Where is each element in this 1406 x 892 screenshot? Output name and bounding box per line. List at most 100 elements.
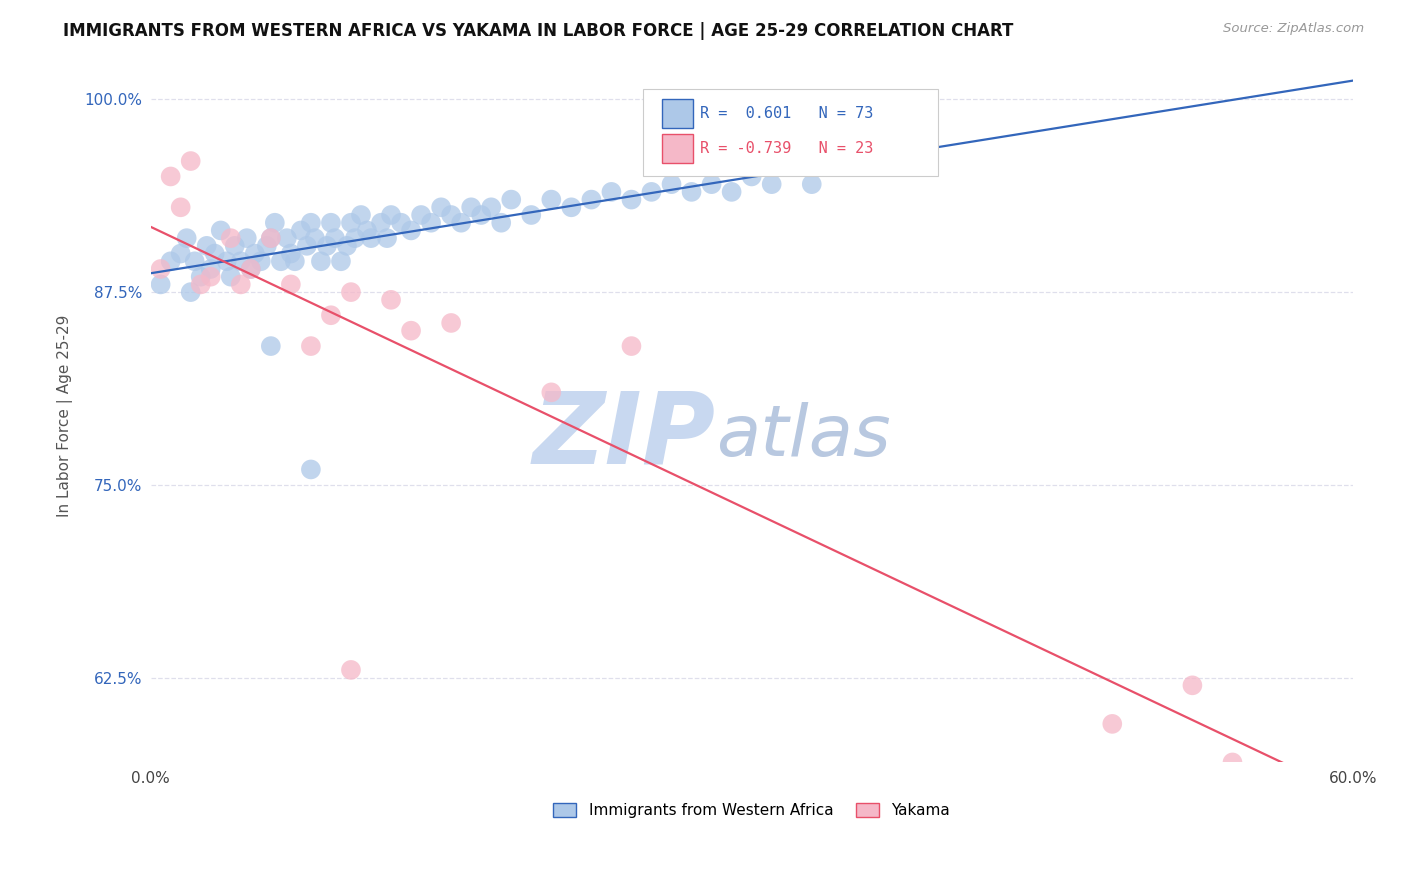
Point (276, 231, 298, 245)
Point (600, 185, 623, 199)
Point (224, 239, 246, 253)
Point (299, 339, 322, 353)
Point (263, 216, 285, 230)
Point (360, 231, 382, 245)
Point (681, 185, 703, 199)
Point (800, 177, 823, 191)
Point (700, 177, 723, 191)
Point (260, 231, 283, 245)
Text: R =  0.601   N = 73: R = 0.601 N = 73 (700, 106, 873, 121)
Point (540, 385, 562, 400)
Point (340, 216, 363, 230)
Point (170, 200, 193, 214)
Point (219, 231, 242, 245)
Point (170, 246, 193, 260)
Point (299, 216, 322, 230)
Point (350, 208, 373, 222)
Point (215, 254, 238, 268)
Point (280, 246, 302, 260)
Point (620, 339, 643, 353)
Point (420, 216, 443, 230)
Point (209, 223, 232, 237)
Point (284, 254, 307, 268)
Point (159, 254, 181, 268)
Point (229, 277, 252, 292)
Point (440, 316, 463, 330)
Point (380, 293, 402, 307)
Point (195, 239, 218, 253)
Point (200, 269, 222, 284)
Point (180, 285, 202, 299)
Text: Source: ZipAtlas.com: Source: ZipAtlas.com (1223, 22, 1364, 36)
Text: R = -0.739   N = 23: R = -0.739 N = 23 (700, 141, 873, 156)
Point (159, 169, 181, 184)
Point (336, 239, 359, 253)
Text: IMMIGRANTS FROM WESTERN AFRICA VS YAKAMA IN LABOR FORCE | AGE 25-29 CORRELATION : IMMIGRANTS FROM WESTERN AFRICA VS YAKAMA… (63, 22, 1014, 40)
Point (409, 208, 432, 222)
Point (323, 231, 346, 245)
Point (720, 185, 742, 199)
FancyBboxPatch shape (644, 89, 938, 176)
Point (489, 216, 512, 230)
Text: atlas: atlas (716, 401, 890, 471)
Point (304, 231, 326, 245)
Point (375, 231, 398, 245)
Point (340, 663, 363, 677)
Point (239, 262, 262, 277)
Point (440, 208, 463, 222)
Point (501, 193, 523, 207)
Y-axis label: In Labor Force | Age 25-29: In Labor Force | Age 25-29 (58, 314, 73, 516)
Point (1222, 756, 1244, 770)
Point (356, 223, 378, 237)
Point (540, 193, 562, 207)
FancyBboxPatch shape (661, 99, 693, 128)
Point (389, 216, 412, 230)
Point (183, 254, 205, 268)
Point (370, 216, 392, 230)
Point (309, 254, 332, 268)
FancyBboxPatch shape (661, 134, 693, 163)
Point (316, 239, 339, 253)
Point (236, 231, 259, 245)
Point (149, 277, 172, 292)
Point (841, 154, 863, 169)
Point (741, 169, 763, 184)
Point (239, 262, 262, 277)
Point (761, 177, 783, 191)
Point (204, 246, 226, 260)
Point (340, 285, 363, 299)
Point (176, 231, 198, 245)
Point (190, 277, 212, 292)
Point (620, 193, 643, 207)
Point (290, 223, 312, 237)
Point (229, 254, 252, 268)
Point (200, 262, 222, 277)
Point (256, 239, 278, 253)
Point (581, 193, 603, 207)
Point (270, 254, 292, 268)
Point (190, 269, 212, 284)
Point (460, 200, 482, 214)
Point (450, 216, 472, 230)
Point (260, 339, 283, 353)
Point (1181, 678, 1204, 692)
Point (520, 208, 543, 222)
Point (399, 324, 422, 338)
Point (260, 231, 283, 245)
Point (380, 208, 402, 222)
Point (280, 277, 302, 292)
Point (1101, 717, 1123, 731)
Point (219, 269, 242, 284)
Point (343, 231, 366, 245)
Point (295, 239, 318, 253)
Point (299, 462, 322, 476)
Point (399, 223, 422, 237)
Point (180, 154, 202, 169)
Point (430, 200, 453, 214)
Point (149, 262, 172, 277)
Point (560, 200, 582, 214)
Point (329, 254, 352, 268)
Legend: Immigrants from Western Africa, Yakama: Immigrants from Western Africa, Yakama (547, 797, 956, 824)
Point (243, 246, 266, 260)
Point (479, 200, 502, 214)
